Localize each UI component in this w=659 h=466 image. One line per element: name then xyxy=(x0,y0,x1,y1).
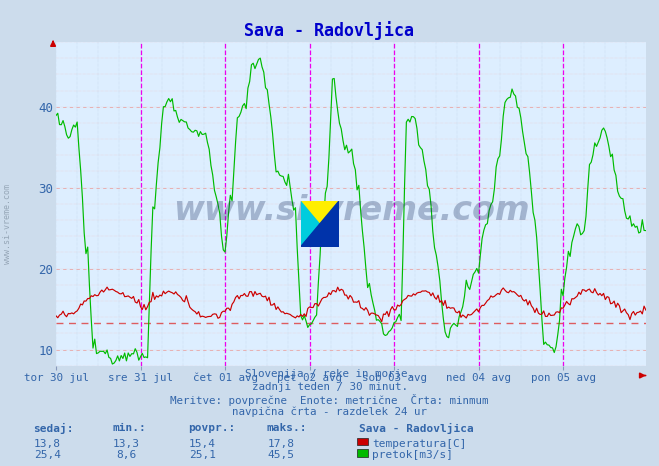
Text: sedaj:: sedaj: xyxy=(33,423,73,434)
Text: pretok[m3/s]: pretok[m3/s] xyxy=(372,450,453,460)
Text: 45,5: 45,5 xyxy=(268,450,295,460)
Polygon shape xyxy=(320,201,339,247)
Polygon shape xyxy=(301,201,320,247)
Text: 8,6: 8,6 xyxy=(117,450,136,460)
Polygon shape xyxy=(301,224,339,247)
Text: Sava - Radovljica: Sava - Radovljica xyxy=(359,423,474,434)
Text: zadnji teden / 30 minut.: zadnji teden / 30 minut. xyxy=(252,382,407,391)
Text: 17,8: 17,8 xyxy=(268,439,295,448)
Text: 25,4: 25,4 xyxy=(34,450,61,460)
Polygon shape xyxy=(301,201,339,247)
Text: temperatura[C]: temperatura[C] xyxy=(372,439,467,448)
Text: Sava - Radovljica: Sava - Radovljica xyxy=(244,21,415,40)
Text: maks.:: maks.: xyxy=(267,423,307,433)
Text: www.si-vreme.com: www.si-vreme.com xyxy=(3,184,12,264)
Text: 25,1: 25,1 xyxy=(189,450,215,460)
Text: povpr.:: povpr.: xyxy=(188,423,235,433)
Text: Meritve: povprečne  Enote: metrične  Črta: minmum: Meritve: povprečne Enote: metrične Črta:… xyxy=(170,394,489,406)
Text: min.:: min.: xyxy=(112,423,146,433)
Text: www.si-vreme.com: www.si-vreme.com xyxy=(173,194,529,227)
Text: 13,3: 13,3 xyxy=(113,439,140,448)
Text: 13,8: 13,8 xyxy=(34,439,61,448)
Text: Slovenija / reke in morje.: Slovenija / reke in morje. xyxy=(245,369,414,379)
Text: 15,4: 15,4 xyxy=(189,439,215,448)
Text: navpična črta - razdelek 24 ur: navpična črta - razdelek 24 ur xyxy=(232,407,427,418)
